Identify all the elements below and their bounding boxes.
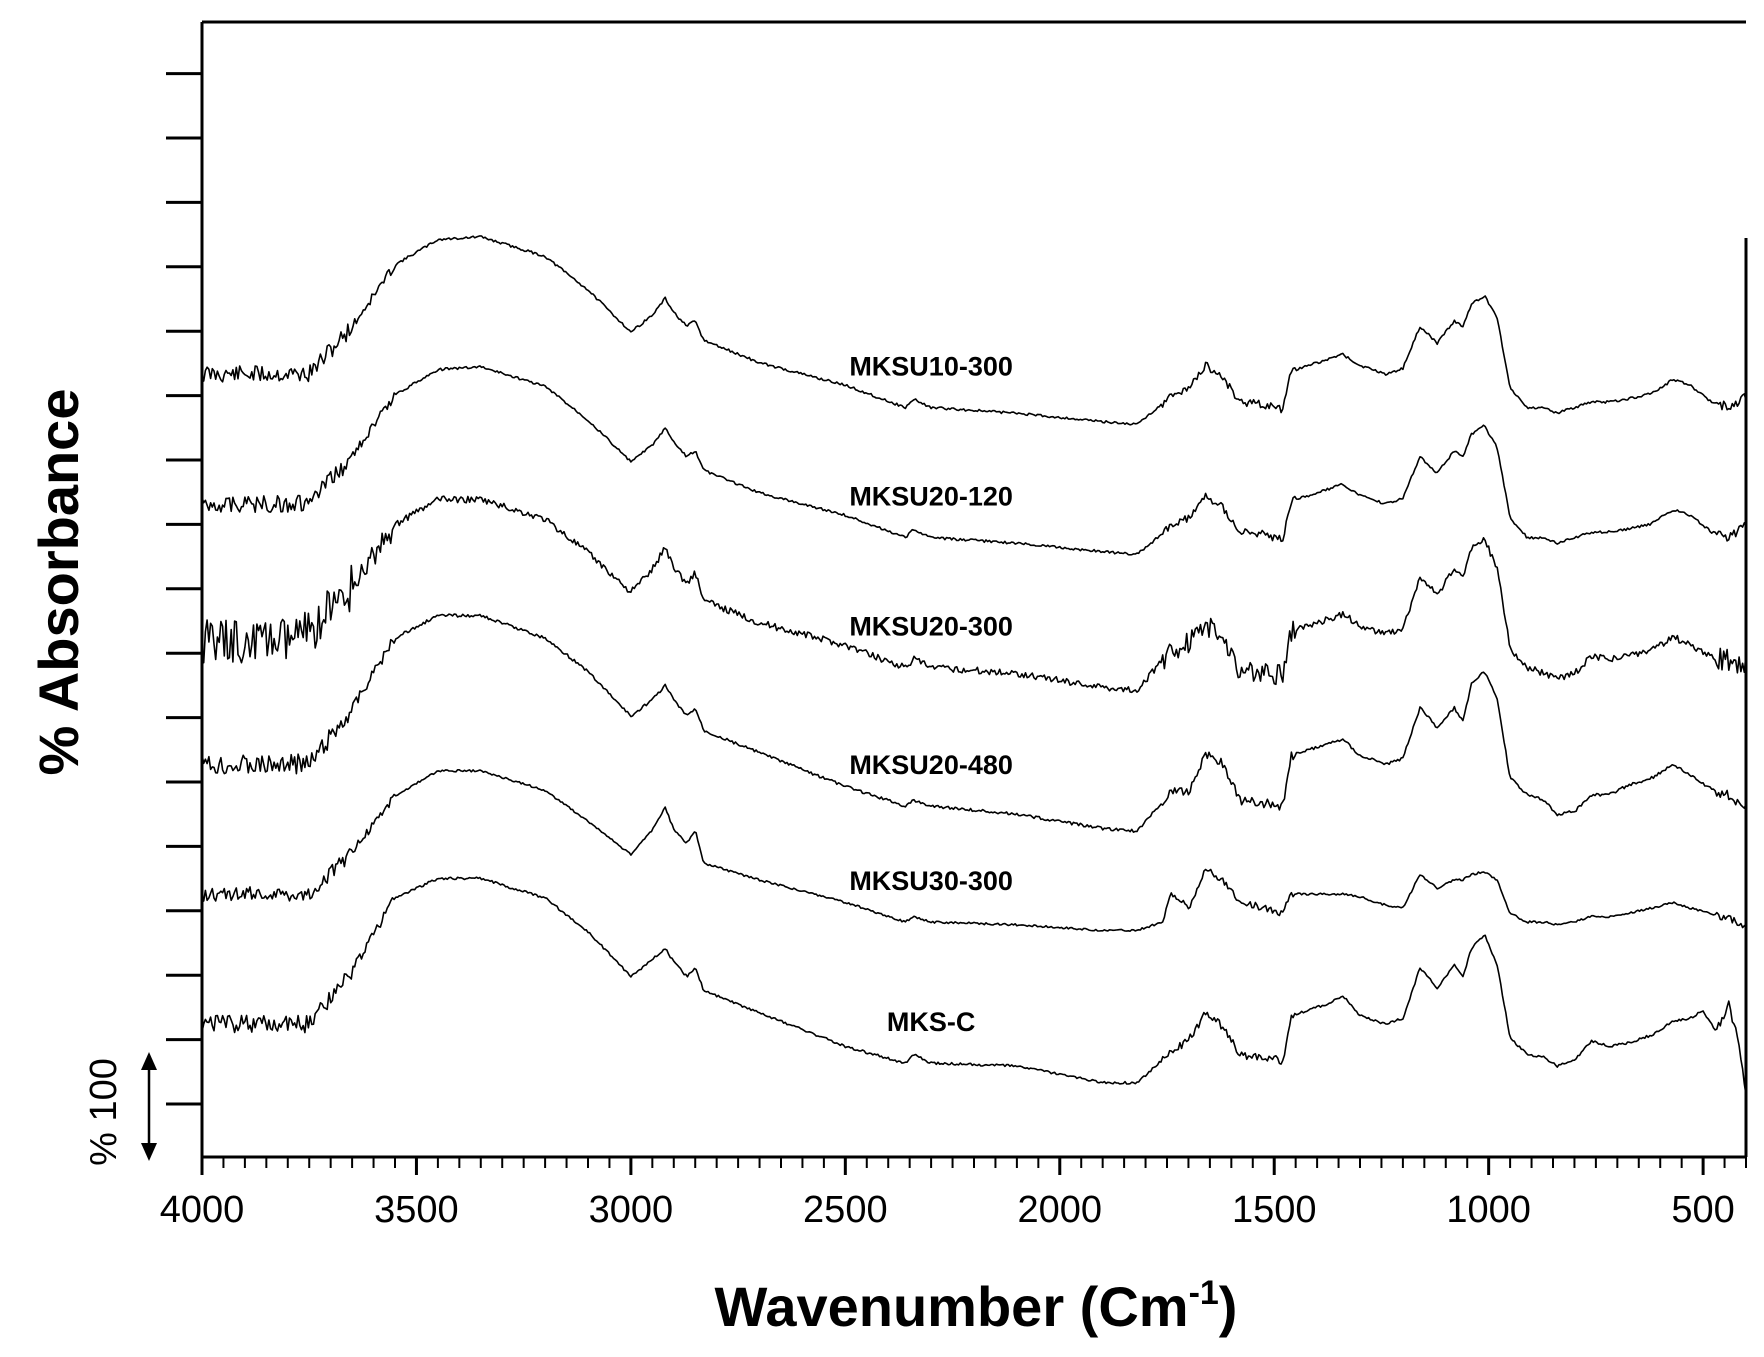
- x-axis-title-superscript: -1: [1189, 1274, 1219, 1312]
- series-line-mksu10-300: [201, 235, 1747, 426]
- series-line-mksu20-120: [201, 365, 1747, 556]
- x-tick-label: 1500: [1232, 1189, 1317, 1231]
- x-tick-label: 3500: [374, 1189, 459, 1231]
- x-tick-label: 2000: [1018, 1189, 1103, 1231]
- series-line-mksu20-480: [201, 613, 1747, 833]
- x-axis-title-close: ): [1219, 1275, 1238, 1338]
- x-tick-label: 4000: [160, 1189, 245, 1231]
- series-line-mks-c: [201, 876, 1747, 1096]
- x-tick-label: 500: [1671, 1189, 1734, 1231]
- y-axis-title: % Absorbance: [27, 389, 90, 776]
- x-axis-title-main: Wavenumber (Cm: [715, 1275, 1189, 1338]
- series-label-mksu30-300: MKSU30-300: [849, 866, 1013, 896]
- scale-bar-arrow: [141, 1052, 157, 1161]
- series-label-mksu20-300: MKSU20-300: [849, 612, 1013, 642]
- x-tick-label: 1000: [1446, 1189, 1531, 1231]
- x-tick-label: 3000: [589, 1189, 674, 1231]
- series-label-mks-c: MKS-C: [887, 1007, 976, 1037]
- series-line-mksu20-300: [201, 495, 1747, 694]
- series-line-mksu30-300: [201, 769, 1747, 932]
- series-label-mksu20-120: MKSU20-120: [849, 482, 1013, 512]
- x-axis-title: Wavenumber (Cm-1): [715, 1274, 1238, 1338]
- x-tick-label: 2500: [803, 1189, 888, 1231]
- scale-bar-label: % 100: [83, 1058, 125, 1166]
- series-label-mksu10-300: MKSU10-300: [849, 352, 1013, 382]
- series-label-mksu20-480: MKSU20-480: [849, 750, 1013, 780]
